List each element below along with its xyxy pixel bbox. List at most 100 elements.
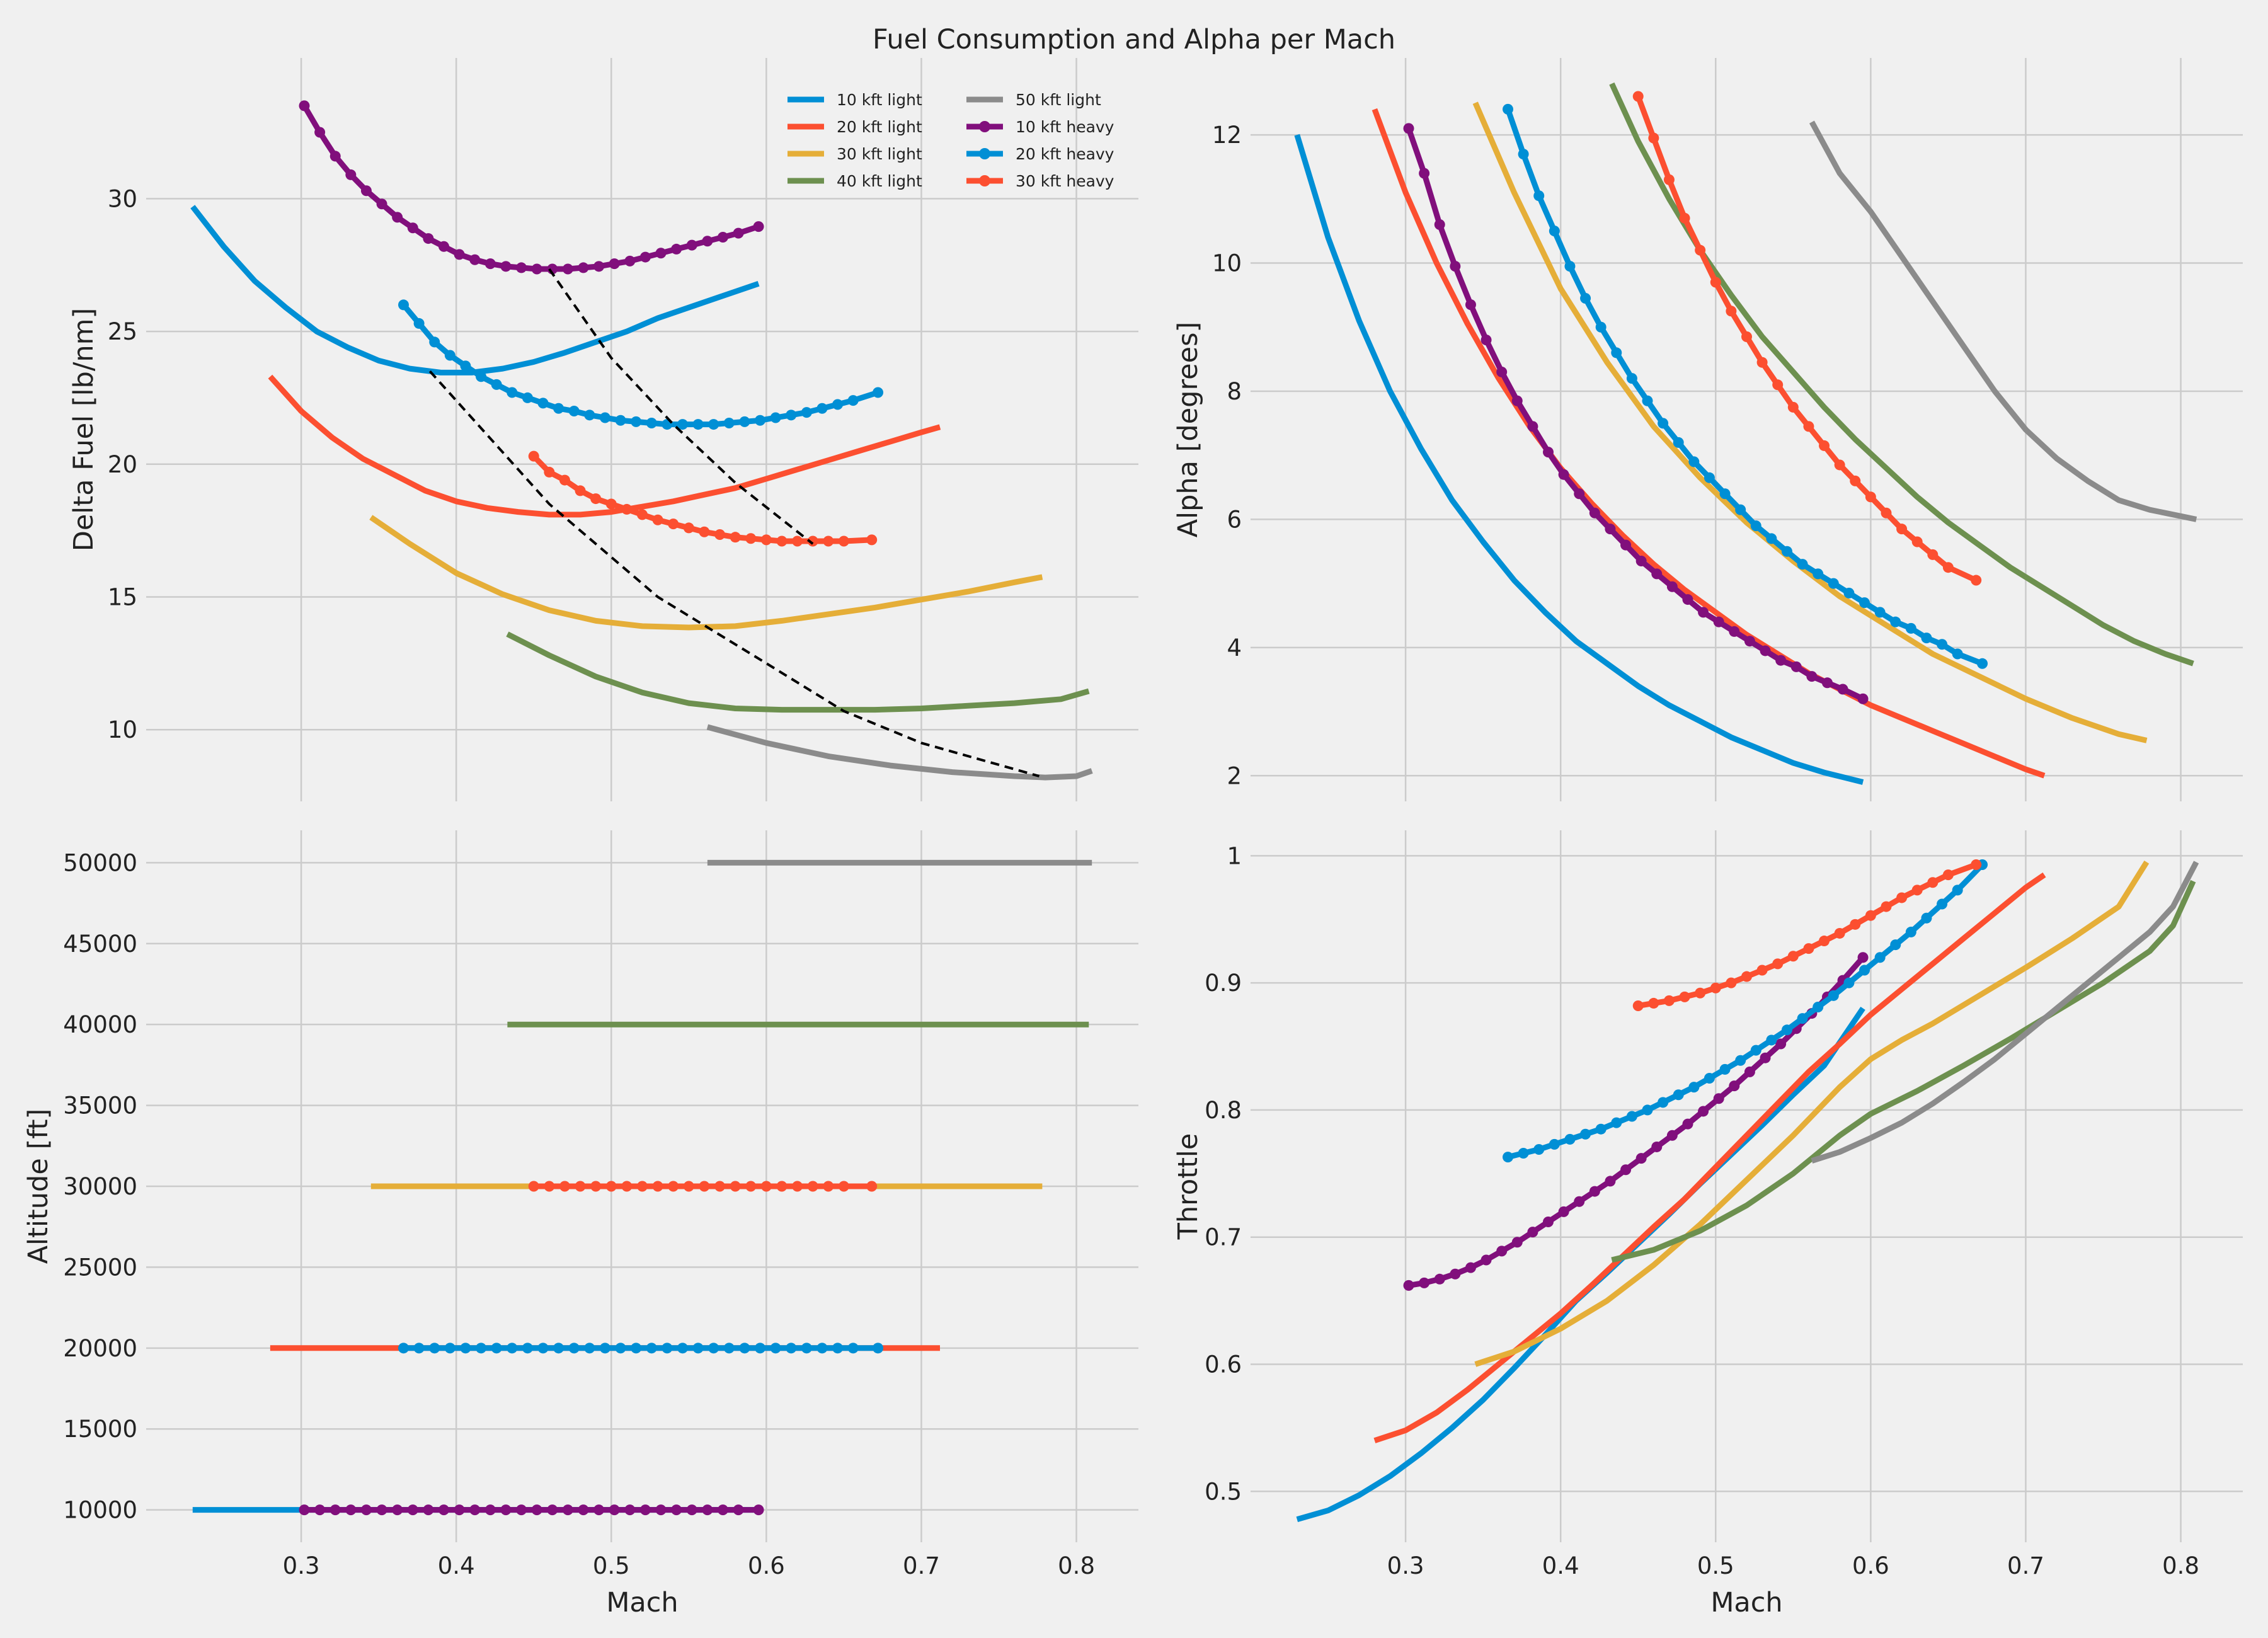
series-20-kft-heavy-point <box>491 379 502 390</box>
series-30-kft-heavy-point <box>1927 877 1939 888</box>
series-20-kft-heavy-point <box>584 410 595 421</box>
series-20-kft-heavy-point <box>413 1343 425 1354</box>
series-30-kft-heavy-point <box>1695 987 1706 999</box>
series-20-kft-heavy-point <box>832 399 844 410</box>
series-30-kft-heavy-point <box>699 1181 710 1192</box>
series-10-kft-heavy-point <box>1496 1246 1508 1257</box>
series-10-kft-heavy-point <box>1775 655 1787 666</box>
legend-marker <box>979 175 990 186</box>
plot-area <box>190 100 1093 781</box>
series-30-kft-heavy-point <box>544 466 555 478</box>
series-10-kft-heavy-point <box>423 1504 434 1516</box>
series-10-kft-heavy-point <box>376 1504 387 1516</box>
series-10-kft-heavy-point <box>733 227 744 239</box>
series-10-kft-heavy-point <box>329 1504 341 1516</box>
series-20-kft-heavy-point <box>1642 395 1653 406</box>
series-20-kft-heavy-point <box>816 403 828 414</box>
series-20-kft-heavy-point <box>1874 607 1886 618</box>
series-10-kft-heavy-point <box>1450 1268 1461 1280</box>
ytick-label: 10 <box>108 716 137 743</box>
series-10-kft-heavy-point <box>1465 299 1476 311</box>
chart-altitude: 10000 15000 20000 25000 30000 35000 40000 45000… <box>23 830 1138 1618</box>
series-10-kft-heavy-point <box>500 261 512 272</box>
series-10-kft-heavy-point <box>392 1504 403 1516</box>
series-10-kft-heavy-point <box>1729 1080 1740 1092</box>
series-20-kft-heavy-point <box>646 417 657 428</box>
series-30-kft-heavy-point <box>1756 965 1768 976</box>
series-20-kft-heavy-point <box>847 395 859 406</box>
legend-label: 30 kft heavy <box>1016 172 1114 190</box>
legend-label: 10 kft light <box>837 91 922 109</box>
ytick-label: 0.6 <box>1205 1351 1242 1378</box>
series-20-kft-heavy-point <box>1518 149 1529 160</box>
series-30-kft-heavy-point <box>760 1181 772 1192</box>
series-20-kft-heavy-point <box>1533 190 1545 202</box>
series-20-kft-heavy-point <box>770 412 781 423</box>
series-20-kft-heavy-point <box>507 1343 518 1354</box>
series-30-kft-heavy-point <box>1787 951 1799 962</box>
series-20-kft-heavy-point <box>568 1343 580 1354</box>
series-30-kft-heavy-point <box>1632 1000 1644 1011</box>
series-10-kft-heavy-point <box>1713 616 1724 627</box>
series-10-kft-heavy-point <box>1857 952 1869 963</box>
series-30-kft-heavy-point <box>590 1181 602 1192</box>
ytick-label: 30000 <box>63 1173 137 1200</box>
series-30-kft-heavy-point <box>776 1181 788 1192</box>
series-20-kft-heavy-point <box>708 419 719 430</box>
series-30-kft-heavy-point <box>605 1181 617 1192</box>
series-10-kft-heavy-point <box>531 263 542 275</box>
series-20-kft-heavy-point <box>677 1343 688 1354</box>
series-10-kft-heavy-point <box>593 261 605 272</box>
series-10-kft-heavy-point <box>314 127 326 138</box>
series-10-kft-heavy-point <box>1419 1277 1430 1288</box>
series-30-kft-heavy-point <box>792 1181 803 1192</box>
series-10-kft-heavy-point <box>360 185 372 197</box>
series-30-kft-heavy-point <box>1726 977 1737 988</box>
series-20-kft-heavy-point <box>1937 639 1948 650</box>
legend-label: 20 kft light <box>837 118 922 136</box>
legend-label: 20 kft heavy <box>1016 145 1114 163</box>
series-30-kft-heavy-point <box>637 1181 648 1192</box>
series-30-kft-heavy-point <box>838 1181 849 1192</box>
series-10-kft-heavy-point <box>1605 524 1616 535</box>
series-20-kft-heavy-point <box>1673 437 1684 448</box>
series-10-kft-heavy-point <box>702 1504 713 1516</box>
series-10-kft-heavy-point <box>484 258 496 270</box>
series-20-kft-heavy-point <box>631 416 642 427</box>
series-20-kft-heavy-point <box>1642 1104 1653 1116</box>
series-30-kft-heavy-point <box>1834 459 1845 471</box>
series-30-kft-heavy-point <box>528 450 539 462</box>
series-10-kft-heavy-point <box>1558 469 1569 480</box>
series-20-kft-heavy-point <box>832 1343 844 1354</box>
series-10-kft-heavy-point <box>329 151 341 162</box>
series-20-kft-heavy-point <box>444 350 455 361</box>
xtick-label: 0.3 <box>283 1552 320 1579</box>
ytick-label: 6 <box>1227 506 1242 533</box>
series-10-kft-heavy-point <box>1666 581 1678 592</box>
ytick-label: 0.9 <box>1205 970 1242 997</box>
series-10-kft-heavy-point <box>1480 1254 1492 1266</box>
series-20-kft-heavy-point <box>1750 1045 1761 1056</box>
series-40-kft-light-line <box>1609 82 2194 667</box>
series-10-kft-heavy-point <box>299 100 310 112</box>
series-10-kft-heavy-point <box>1821 677 1833 689</box>
series-30-kft-heavy-point <box>1881 507 1892 518</box>
series-30-kft-heavy-point <box>1850 919 1861 930</box>
series-20-kft-heavy-point <box>1735 1055 1746 1066</box>
series-30-kft-heavy-point <box>1942 869 1954 881</box>
series-10-kft-heavy-point <box>1682 594 1693 605</box>
series-10-kft-heavy-point <box>593 1504 605 1516</box>
series-20-kft-heavy-point <box>553 403 564 414</box>
series-30-kft-heavy-point <box>838 536 849 547</box>
legend-item: 30 kft heavy <box>966 172 1114 190</box>
series-20-kft-heavy-point <box>429 336 440 348</box>
series-20-kft-heavy-point <box>755 415 766 426</box>
series-20-kft-heavy-point <box>1937 898 1948 910</box>
series-20-kft-heavy-point <box>1766 533 1777 544</box>
series-20-kft-heavy-point <box>723 1343 735 1354</box>
series-20-kft-heavy-point <box>1797 1013 1808 1024</box>
series-20-kft-heavy-point <box>1874 952 1886 963</box>
series-20-kft-heavy-point <box>631 1343 642 1354</box>
series-20-kft-heavy-point <box>1890 616 1901 627</box>
